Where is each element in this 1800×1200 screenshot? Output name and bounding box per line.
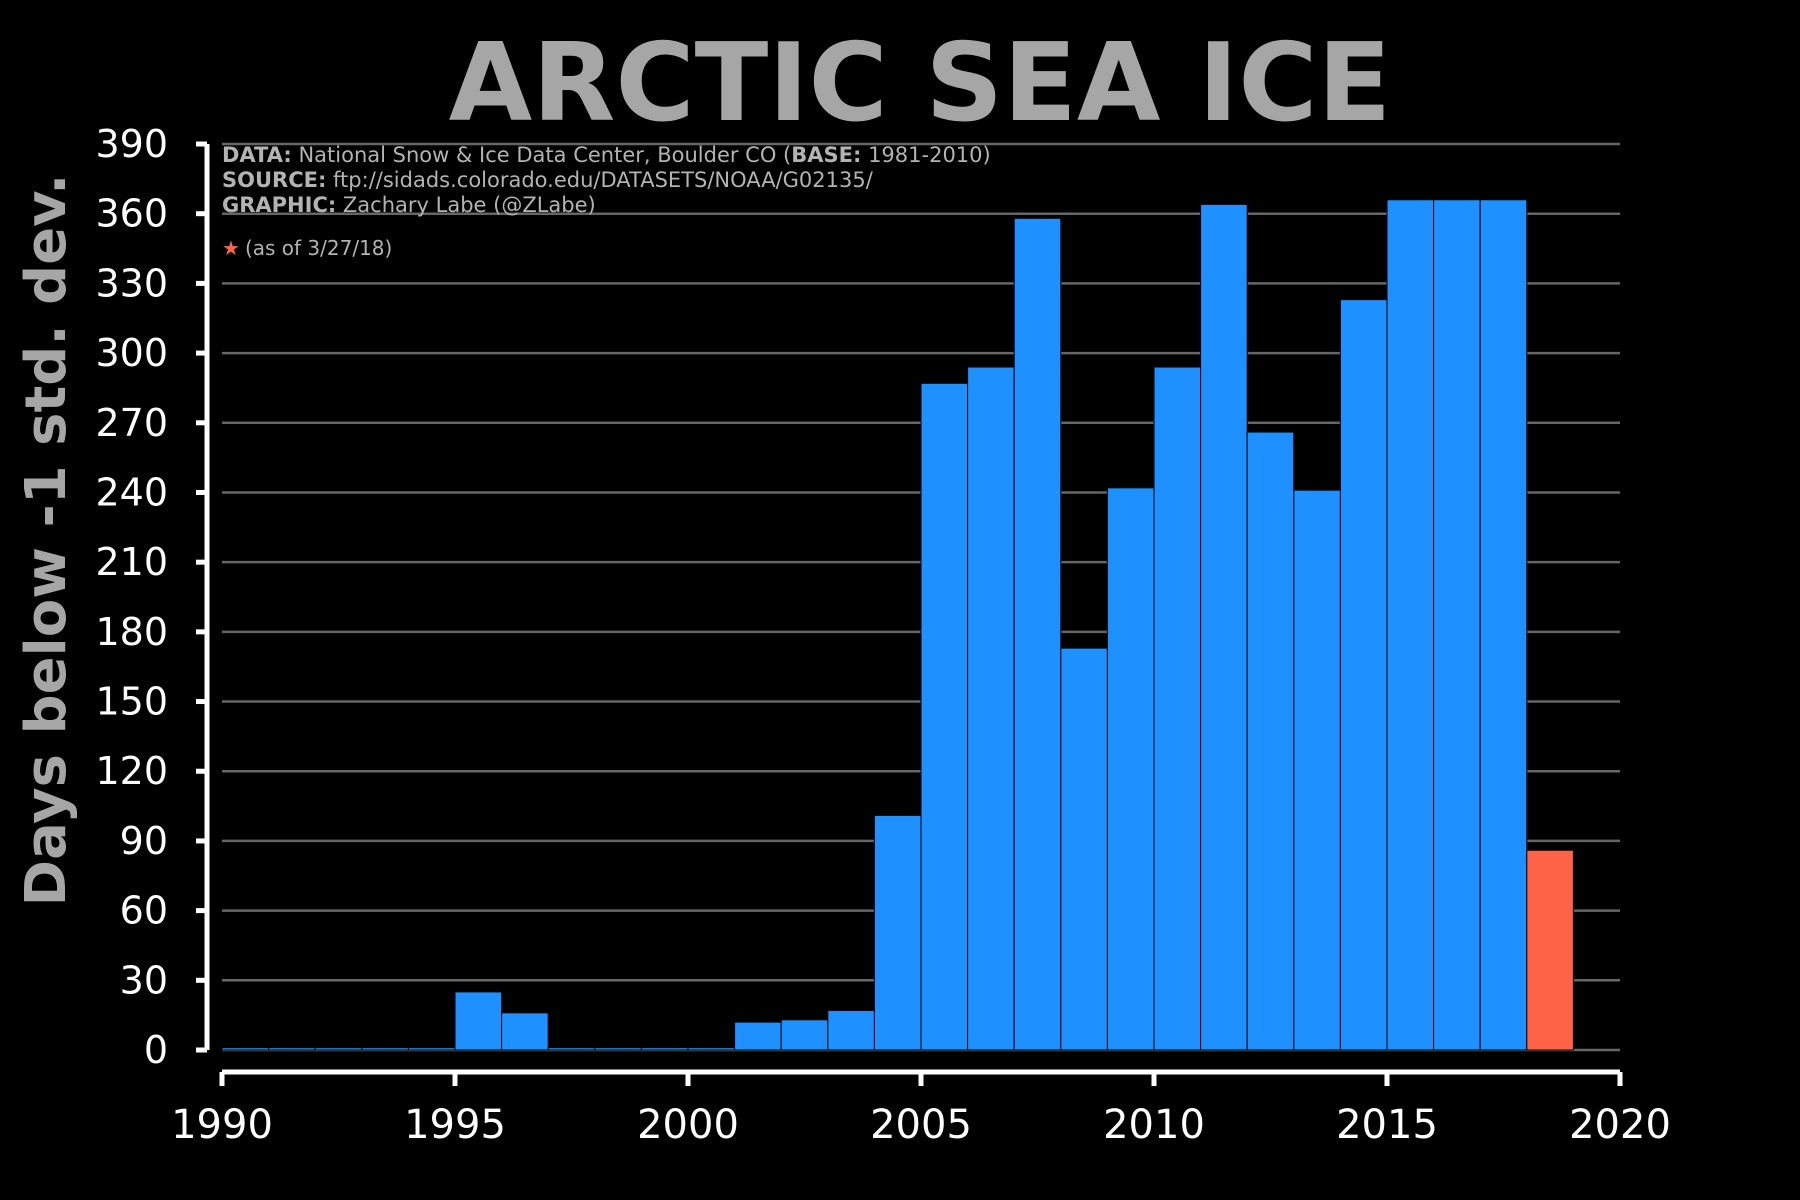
bar-1995 (454, 991, 503, 1051)
bars (221, 199, 1574, 1051)
bar-2016 (1433, 199, 1481, 1051)
bar-2010 (1153, 366, 1202, 1051)
axes (196, 141, 1623, 1086)
info-graphic-label: GRAPHIC: (222, 193, 336, 217)
x-tick-label: 1995 (404, 1102, 506, 1148)
chart-title: ARCTIC SEA ICE (449, 21, 1392, 146)
bar-2013 (1293, 489, 1341, 1051)
bar-1991 (268, 1047, 316, 1051)
bar-2006 (967, 366, 1015, 1051)
bar-2015 (1386, 199, 1435, 1051)
info-base-label: BASE: (791, 143, 861, 167)
x-tick-label: 2015 (1336, 1102, 1438, 1148)
bar-2002 (780, 1019, 829, 1051)
y-tick-label: 240 (95, 470, 168, 514)
x-tick-label: 2020 (1569, 1102, 1671, 1148)
bar-2007 (1013, 217, 1062, 1051)
info-graphic-text: Zachary Labe (@ZLabe) (336, 193, 595, 217)
y-tick-label: 210 (95, 540, 168, 584)
bar-1993 (361, 1047, 409, 1051)
bar-2018 (1526, 849, 1574, 1051)
y-tick-label: 360 (95, 192, 168, 236)
bar-1990 (221, 1047, 270, 1051)
x-tick-label: 2000 (637, 1102, 739, 1148)
y-tick-label: 330 (95, 261, 168, 305)
y-tick-labels: 0 30 60 90 120 150 180 210 240 270 300 330 360 390 (95, 122, 168, 1072)
info-source-label: SOURCE: (222, 168, 326, 192)
x-tick-label: 2005 (870, 1102, 972, 1148)
star-note-text: (as of 3/27/18) (245, 236, 392, 260)
y-tick-label: 180 (95, 610, 168, 654)
bar-2005 (920, 382, 969, 1051)
x-tick-label: 2010 (1103, 1102, 1205, 1148)
info-source-text: ftp://sidads.colorado.edu/DATASETS/NOAA/… (326, 168, 873, 192)
bar-1992 (314, 1047, 363, 1051)
bar-2004 (873, 814, 922, 1051)
bar-1996 (501, 1012, 549, 1051)
bar-1994 (407, 1047, 456, 1051)
bar-2012 (1246, 431, 1295, 1051)
x-tick-labels: 1990 1995 2000 2005 2010 2015 2020 (171, 1102, 1671, 1148)
info-source-line: SOURCE: ftp://sidads.colorado.edu/DATASE… (222, 168, 874, 192)
y-tick-label: 60 (120, 889, 168, 933)
bar-2000 (687, 1047, 736, 1051)
info-data-line: DATA: National Snow & Ice Data Center, B… (222, 143, 991, 167)
bar-1997 (547, 1047, 596, 1051)
y-tick-label: 0 (144, 1028, 168, 1072)
x-tick-label: 1990 (171, 1102, 273, 1148)
bar-2008 (1060, 647, 1108, 1051)
y-tick-label: 30 (120, 958, 168, 1002)
bar-2009 (1106, 487, 1155, 1051)
y-tick-label: 390 (95, 122, 168, 166)
bar-1998 (594, 1047, 642, 1051)
info-base-text: 1981-2010) (861, 143, 990, 167)
star-icon: ★ (222, 236, 240, 260)
info-data-text: National Snow & Ice Data Center, Boulder… (292, 143, 791, 167)
y-tick-label: 150 (95, 680, 168, 724)
y-axis-label: Days below -1 std. dev. (14, 174, 79, 907)
y-tick-label: 270 (95, 401, 168, 445)
info-star-note: ★ (as of 3/27/18) (222, 236, 392, 260)
info-graphic-line: GRAPHIC: Zachary Labe (@ZLabe) (222, 193, 596, 217)
info-block: DATA: National Snow & Ice Data Center, B… (222, 143, 991, 260)
y-tick-label: 120 (95, 749, 168, 793)
bar-2003 (827, 1010, 875, 1051)
bar-2011 (1200, 203, 1248, 1051)
info-data-label: DATA: (222, 143, 292, 167)
y-tick-label: 300 (95, 331, 168, 375)
bar-2001 (734, 1021, 782, 1051)
bar-1999 (640, 1047, 689, 1051)
bar-2017 (1479, 199, 1528, 1051)
bar-2014 (1339, 299, 1388, 1051)
y-tick-label: 90 (120, 819, 168, 863)
